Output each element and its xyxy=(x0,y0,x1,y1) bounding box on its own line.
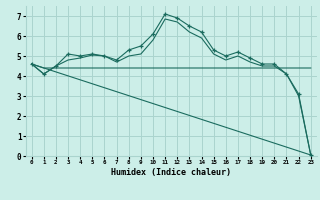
X-axis label: Humidex (Indice chaleur): Humidex (Indice chaleur) xyxy=(111,168,231,177)
